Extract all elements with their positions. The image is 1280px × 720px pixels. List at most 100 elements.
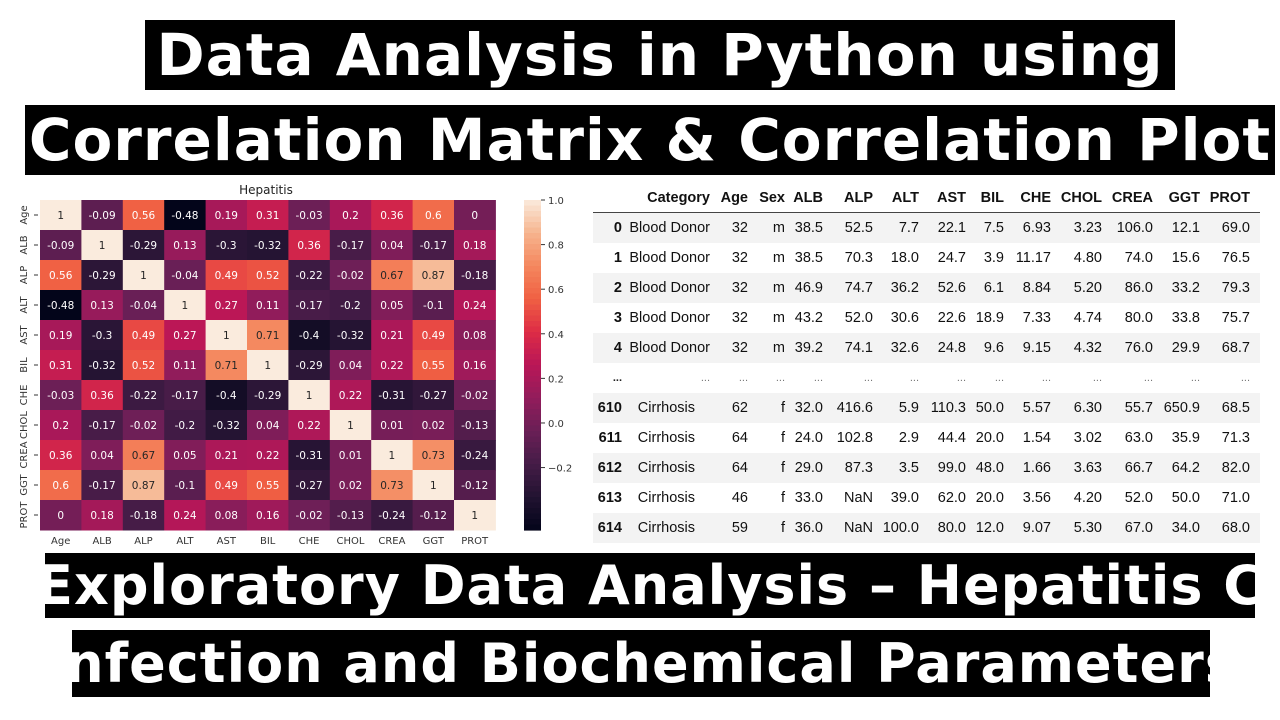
- heatmap-cell: [247, 470, 289, 501]
- table-cell: ...: [956, 372, 966, 384]
- colorbar-segment: [524, 227, 541, 234]
- y-tick-label: CREA: [19, 441, 30, 468]
- colorbar-segment: [524, 502, 541, 509]
- colorbar-segment: [524, 211, 541, 218]
- heatmap-cell: [329, 290, 372, 321]
- table-cell: 46.9: [794, 280, 823, 296]
- cell-label: -0.03: [47, 390, 74, 402]
- table-cell: 70.3: [844, 250, 873, 266]
- table-cell: 15.6: [1171, 250, 1200, 266]
- table-cell: 7.5: [983, 220, 1004, 236]
- cell-label: 0.08: [215, 510, 238, 522]
- cell-label: 0.55: [256, 480, 279, 492]
- table-cell: 69.0: [1221, 220, 1250, 236]
- table-cell: ...: [1092, 372, 1102, 384]
- cell-label: 0.71: [256, 330, 279, 342]
- table-cell: Blood Donor: [629, 220, 710, 236]
- cell-label: -0.4: [216, 390, 237, 402]
- colorbar-tick-label: 0.4: [548, 330, 564, 341]
- colorbar-segment: [524, 200, 541, 207]
- heatmap-cell: [122, 200, 165, 231]
- cell-label: 0.73: [380, 480, 403, 492]
- heatmap-cell: [40, 320, 82, 351]
- table-cell: 22.1: [937, 220, 966, 236]
- table-cell: f: [780, 520, 785, 536]
- cell-label: 0.22: [256, 450, 279, 462]
- heatmap-cell: [454, 410, 496, 441]
- x-tick-label: CHOL: [337, 536, 365, 547]
- cell-label: 0.27: [215, 300, 238, 312]
- colorbar-segment: [524, 508, 541, 515]
- y-tick-label: ALP: [19, 266, 30, 284]
- heatmap-cell: [81, 440, 124, 471]
- heatmap-cell: [412, 350, 455, 381]
- heatmap-cell: [247, 350, 289, 381]
- cell-label: -0.31: [296, 450, 323, 462]
- colorbar-segment: [524, 420, 541, 427]
- table-cell: 7.7: [898, 220, 919, 236]
- table-cell: 64: [731, 430, 748, 446]
- heatmap-cell: [247, 290, 289, 321]
- row-index: 2: [613, 280, 622, 296]
- heatmap-cell: [288, 500, 331, 531]
- heatmap-cell: [81, 230, 124, 261]
- colorbar-segment: [524, 475, 541, 482]
- table-cell: 100.0: [882, 520, 919, 536]
- cell-label: 0.24: [463, 300, 487, 312]
- heatmap-cell: [164, 290, 207, 321]
- table-cell: NaN: [843, 490, 873, 506]
- table-cell: 11.17: [1015, 250, 1051, 266]
- heatmap-cell: [40, 500, 82, 531]
- heatmap-cell: [164, 200, 207, 231]
- cell-label: -0.03: [296, 210, 323, 222]
- cell-label: 0.19: [49, 330, 72, 342]
- cell-label: -0.2: [340, 300, 361, 312]
- table-row: 612 Cirrhosis 64 f 29.0 87.3 3.5 99.0 48.0 1.66 3.…: [593, 453, 1260, 483]
- cell-label: -0.22: [296, 270, 323, 282]
- heatmap-cell: [122, 230, 165, 261]
- colorbar-segment: [524, 315, 541, 322]
- table-cell: 32: [731, 250, 748, 266]
- colorbar-segment: [524, 414, 541, 421]
- cell-label: -0.02: [461, 390, 488, 402]
- heatmap-cell: [412, 320, 455, 351]
- cell-label: 0.08: [463, 330, 486, 342]
- heatmap-cell: [247, 500, 289, 531]
- column-header: ALP: [844, 190, 873, 206]
- table-cell: ...: [1190, 372, 1200, 384]
- table-cell: 5.30: [1073, 520, 1102, 536]
- colorbar-tick-label: 1.0: [548, 196, 564, 207]
- table-cell: 62: [731, 400, 748, 416]
- table-row: 610 Cirrhosis 62 f 32.0 416.6 5.9 110.3 50.0 5.57…: [593, 393, 1260, 423]
- cell-label: -0.24: [461, 450, 488, 462]
- colorbar-segment: [524, 409, 541, 416]
- heatmap-cell: [371, 470, 414, 501]
- heatmap-cell: [122, 290, 165, 321]
- colorbar-segment: [524, 436, 541, 443]
- x-tick-label: CHE: [299, 536, 320, 547]
- heatmap-cell: [329, 440, 372, 471]
- cell-label: 0.11: [256, 300, 279, 312]
- table-cell: 24.8: [937, 340, 966, 356]
- table-cell: 33.8: [1171, 310, 1200, 326]
- table-cell: 39.2: [794, 340, 823, 356]
- table-cell: 102.8: [836, 430, 873, 446]
- heatmap-cell: [288, 410, 331, 441]
- colorbar-segment: [524, 464, 541, 471]
- cell-label: 0.22: [339, 390, 362, 402]
- heatmap-cell: [412, 230, 455, 261]
- x-tick-label: CREA: [378, 536, 405, 547]
- cell-label: 0.36: [90, 390, 114, 402]
- heatmap-cell: [247, 200, 289, 231]
- cell-label: 0: [57, 510, 64, 522]
- cell-label: -0.17: [420, 240, 447, 252]
- colorbar-segment: [524, 398, 541, 405]
- cell-label: -0.17: [337, 240, 364, 252]
- cell-label: 0.22: [297, 420, 320, 432]
- colorbar-segment: [524, 343, 541, 350]
- cell-label: 0.2: [52, 420, 69, 432]
- table-cell: 52.0: [1124, 490, 1153, 506]
- table-row: 613 Cirrhosis 46 f 33.0 NaN 39.0 62.0 20.0 3.56 4.…: [593, 483, 1260, 513]
- dataframe-table: Category Age Sex ALB ALP ALT AST BIL CHE CHOL CREA…: [593, 183, 1260, 543]
- table-cell: 7.33: [1022, 310, 1051, 326]
